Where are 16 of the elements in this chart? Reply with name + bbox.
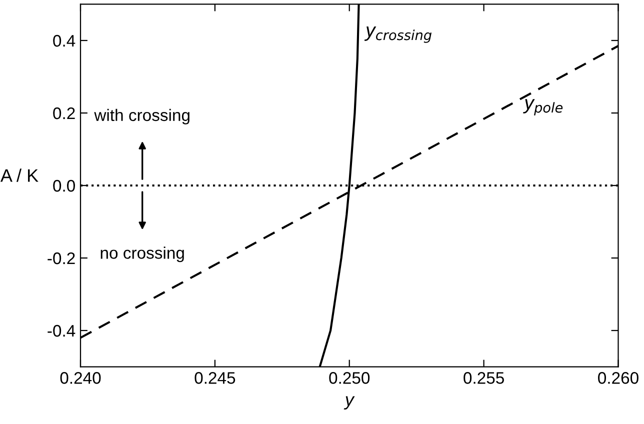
x-tick-label: 0.240 (60, 372, 101, 384)
x-tick-label: 0.255 (464, 372, 504, 384)
y-tick-label: 0.4 (53, 34, 76, 47)
legend-label: y$_{crossing}$ (364, 26, 432, 43)
annotation: with crossing (94, 108, 190, 124)
y-tick-label: 0.0 (53, 180, 75, 192)
x-tick-label: 0.260 (598, 372, 638, 384)
x-tick-label: 0.245 (194, 372, 236, 384)
x-axis-title: y (344, 396, 355, 410)
x-tick-label: 0.250 (329, 372, 370, 384)
y-tick-label: 0.2 (53, 107, 75, 120)
y-tick-label: -0.2 (48, 252, 75, 264)
y-tick-label: -0.4 (48, 324, 76, 337)
y-axis-title: A / K (0, 168, 38, 182)
annotation: no crossing (100, 246, 184, 262)
series-label: y$_{pole}$ (523, 99, 563, 116)
